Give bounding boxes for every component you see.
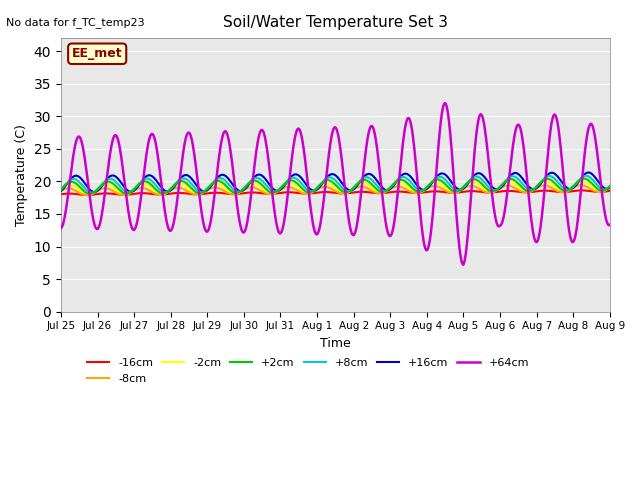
Y-axis label: Temperature (C): Temperature (C) [15,124,28,226]
X-axis label: Time: Time [320,337,351,350]
Text: No data for f_TC_temp23: No data for f_TC_temp23 [6,17,145,28]
Text: EE_met: EE_met [72,47,122,60]
Legend: -16cm, -8cm, -2cm, +2cm, +8cm, +16cm, +64cm: -16cm, -8cm, -2cm, +2cm, +8cm, +16cm, +6… [83,354,534,388]
Title: Soil/Water Temperature Set 3: Soil/Water Temperature Set 3 [223,15,448,30]
